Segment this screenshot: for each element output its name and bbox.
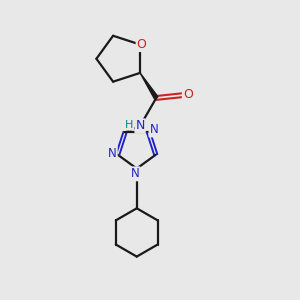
Text: N: N bbox=[108, 147, 117, 160]
Polygon shape bbox=[140, 73, 158, 99]
Text: H: H bbox=[125, 120, 133, 130]
Text: O: O bbox=[136, 38, 146, 51]
Text: O: O bbox=[183, 88, 193, 101]
Text: N: N bbox=[149, 124, 158, 136]
Text: N: N bbox=[135, 119, 145, 132]
Text: N: N bbox=[131, 167, 140, 180]
